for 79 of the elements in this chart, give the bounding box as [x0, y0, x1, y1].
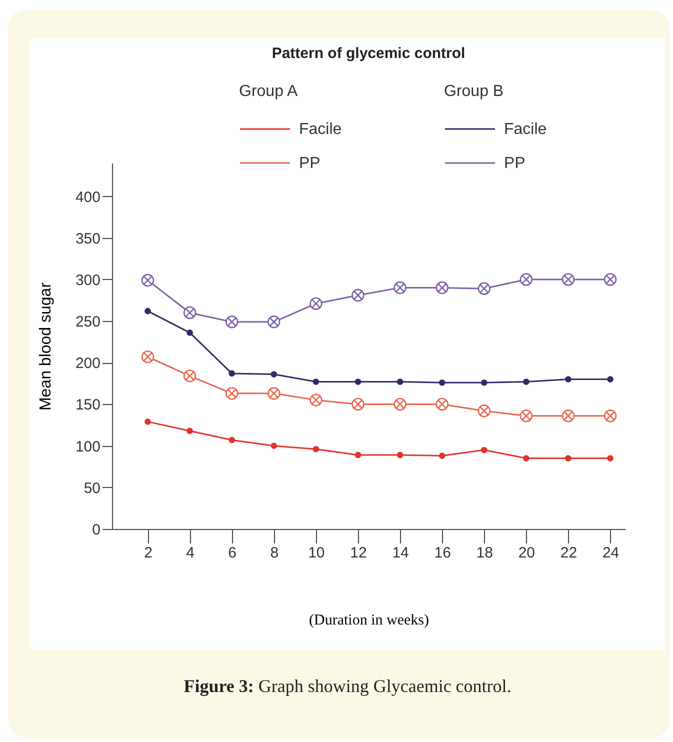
x-tick-label: 16 [434, 544, 451, 562]
y-tick-label: 50 [84, 480, 100, 497]
caption: Figure 3: Graph showing Glycaemic control. [182, 676, 512, 697]
point [183, 306, 196, 320]
point [183, 370, 196, 382]
point [268, 316, 280, 328]
point [354, 452, 362, 458]
point [436, 281, 448, 294]
point [144, 308, 151, 314]
point [523, 378, 530, 385]
point [186, 330, 193, 336]
x-tick-label: 12 [350, 544, 367, 562]
point [478, 404, 490, 418]
point [607, 455, 614, 462]
x-axis-title: (Duration in weeks) [309, 612, 429, 628]
point [141, 350, 154, 364]
x-tick-label: 6 [228, 544, 237, 562]
x-tick-label: 10 [308, 544, 325, 562]
point [607, 376, 614, 382]
point [604, 410, 617, 422]
point [310, 394, 322, 406]
point [141, 274, 154, 287]
x-tick-label: 8 [270, 544, 279, 562]
x-tick-label: 20 [518, 544, 536, 562]
point [394, 398, 406, 411]
point [352, 398, 364, 411]
point [436, 398, 448, 411]
legend-label: Facile [504, 121, 547, 138]
point [225, 316, 238, 328]
x-tick-label: 18 [476, 544, 493, 562]
point [438, 379, 446, 386]
point [396, 452, 404, 458]
x-tick-label: 2 [144, 544, 152, 562]
y-tick-label: 200 [75, 355, 100, 372]
point [312, 446, 320, 452]
text: Group A [239, 83, 298, 100]
point [394, 281, 406, 294]
y-tick-label: 400 [75, 188, 100, 206]
chart-title: Pattern of glycemic control [272, 45, 466, 62]
point [225, 387, 238, 400]
y-tick-label: 150 [75, 396, 100, 414]
point [523, 455, 530, 462]
point [565, 455, 572, 462]
point [480, 446, 488, 454]
point [352, 288, 364, 302]
y-axis-title: Mean blood sugar [37, 282, 54, 411]
point [604, 273, 617, 286]
point [354, 378, 362, 385]
point [480, 379, 488, 386]
y-tick-label: 350 [75, 230, 100, 248]
y-tick-label: 100 [75, 438, 100, 456]
point [310, 297, 322, 310]
point [228, 370, 235, 377]
point [565, 376, 572, 382]
point [270, 442, 278, 449]
point [270, 371, 278, 378]
legend-label: PP [504, 155, 526, 172]
point [520, 273, 533, 286]
point [562, 410, 575, 422]
legend-label: Facile [299, 121, 342, 138]
point [478, 282, 490, 295]
point [438, 452, 446, 459]
point [228, 436, 235, 444]
x-tick-label: 14 [392, 544, 409, 562]
y-tick-label: 300 [75, 272, 100, 289]
y-tick-label: 250 [75, 314, 100, 331]
point [520, 410, 533, 422]
x-tick-label: 24 [602, 544, 620, 562]
point [312, 378, 320, 385]
point [396, 378, 404, 385]
point [144, 418, 151, 425]
text: Group B [444, 83, 504, 100]
y-tick-label: 0 [92, 522, 100, 538]
x-tick-label: 4 [186, 544, 194, 562]
point [268, 387, 280, 400]
legend-label: PP [299, 155, 320, 172]
x-tick-label: 22 [560, 544, 578, 562]
point [186, 428, 193, 434]
point [562, 273, 575, 286]
